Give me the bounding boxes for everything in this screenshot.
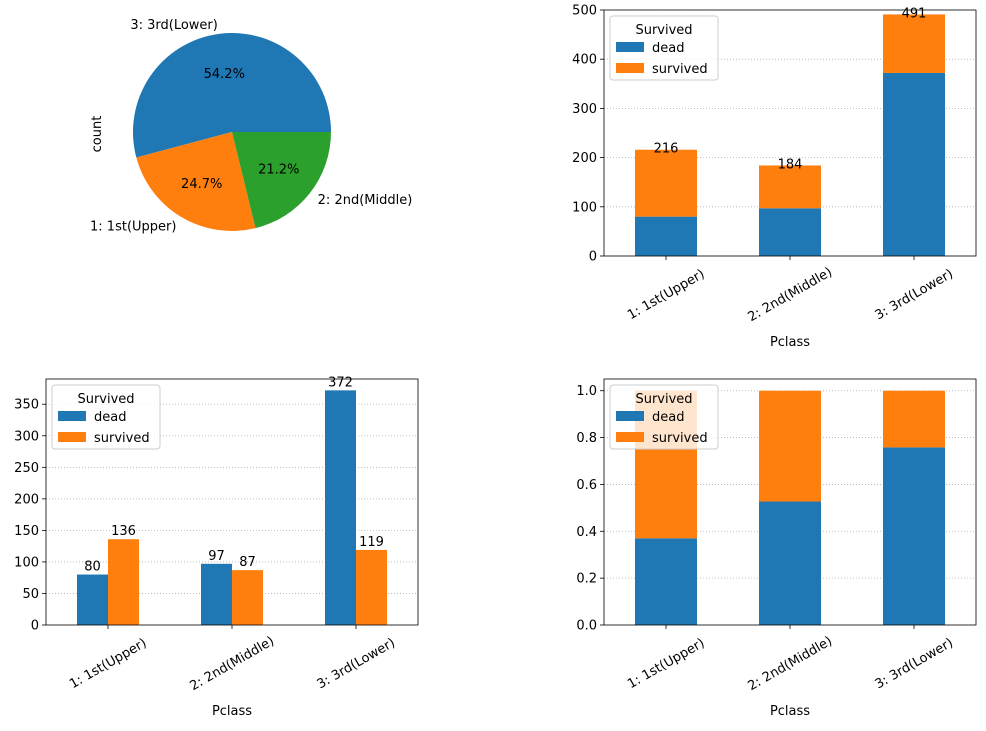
bar-value-label: 97 [208,549,225,564]
bar-total-label: 216 [654,142,679,157]
y-tick-label: 300 [572,102,597,117]
bar-value-label: 136 [111,524,136,539]
x-tick-label: 1: 1st(Upper) [625,267,707,323]
x-axis-label: Pclass [770,704,810,719]
y-tick-label: 100 [572,200,597,215]
legend-swatch-dead [58,411,86,421]
bar-dead [635,216,697,256]
y-axis-label: count [90,116,105,153]
legend-title: Survived [635,392,692,407]
pie-slice [133,33,331,158]
y-tick-label: 0.8 [576,431,597,446]
legend-title: Survived [635,23,692,38]
pie-pct-label: 54.2% [204,67,245,82]
bar-total-label: 184 [778,157,803,172]
pie-label: 2: 2nd(Middle) [318,193,413,208]
bar-survived [883,14,945,73]
legend-title: Survived [77,392,134,407]
legend-label: survived [652,431,708,446]
legend-swatch-survived [616,63,644,73]
y-tick-label: 1.0 [576,384,597,399]
bar-survived [232,570,263,625]
x-axis-label: Pclass [212,704,252,719]
legend-swatch-dead [616,42,644,52]
pie-label: 1: 1st(Upper) [90,220,176,235]
y-tick-label: 200 [572,151,597,166]
bar-survived [759,165,821,209]
pie-label: 3: 3rd(Lower) [130,18,218,33]
y-tick-label: 0.2 [576,572,597,587]
y-tick-label: 400 [572,53,597,68]
bar-survived [883,390,945,448]
bar-dead [201,563,232,625]
bar-dead [759,208,821,256]
bar-survived [108,539,139,625]
bar-dead [325,390,356,625]
legend-label: survived [652,62,708,77]
y-tick-label: 150 [14,524,39,539]
y-tick-label: 250 [14,461,39,476]
bar-dead [883,72,945,256]
y-tick-label: 0.6 [576,478,597,493]
legend-swatch-survived [58,432,86,442]
bar-value-label: 372 [328,375,353,390]
legend-label: dead [652,41,684,56]
y-tick-label: 0 [31,619,39,634]
bar-survived [356,549,387,625]
x-tick-label: 3: 3rd(Lower) [315,636,398,693]
legend-label: survived [94,431,150,446]
y-tick-label: 0 [589,250,597,265]
x-tick-label: 3: 3rd(Lower) [873,636,956,693]
pie-pct-label: 21.2% [258,163,299,178]
x-tick-label: 2: 2nd(Middle) [746,265,835,325]
bar-survived [759,390,821,502]
bar-survived [635,149,697,217]
y-tick-label: 350 [14,398,39,413]
y-tick-label: 500 [572,4,597,19]
bar-dead [883,447,945,625]
bar-dead [759,501,821,625]
pie-slice [136,132,256,231]
x-tick-label: 2: 2nd(Middle) [746,634,835,694]
bar-dead [635,538,697,625]
x-tick-label: 3: 3rd(Lower) [873,267,956,324]
bar-value-label: 87 [239,555,256,570]
y-tick-label: 50 [22,587,39,602]
x-tick-label: 1: 1st(Upper) [625,636,707,692]
bar-value-label: 119 [359,535,384,550]
y-tick-label: 0.4 [576,525,597,540]
x-axis-label: Pclass [770,335,810,350]
x-tick-label: 2: 2nd(Middle) [188,634,277,694]
y-tick-label: 200 [14,492,39,507]
legend-swatch-dead [616,411,644,421]
pie-pct-label: 24.7% [181,177,222,192]
x-tick-label: 1: 1st(Upper) [67,636,149,692]
bar-dead [77,574,108,625]
legend-label: dead [94,410,126,425]
legend-swatch-survived [616,432,644,442]
bar-value-label: 80 [84,560,101,575]
y-tick-label: 100 [14,555,39,570]
legend-label: dead [652,410,684,425]
y-tick-label: 0.0 [576,619,597,634]
y-tick-label: 300 [14,429,39,444]
pie-slice [232,132,331,229]
bar-total-label: 491 [902,6,927,21]
